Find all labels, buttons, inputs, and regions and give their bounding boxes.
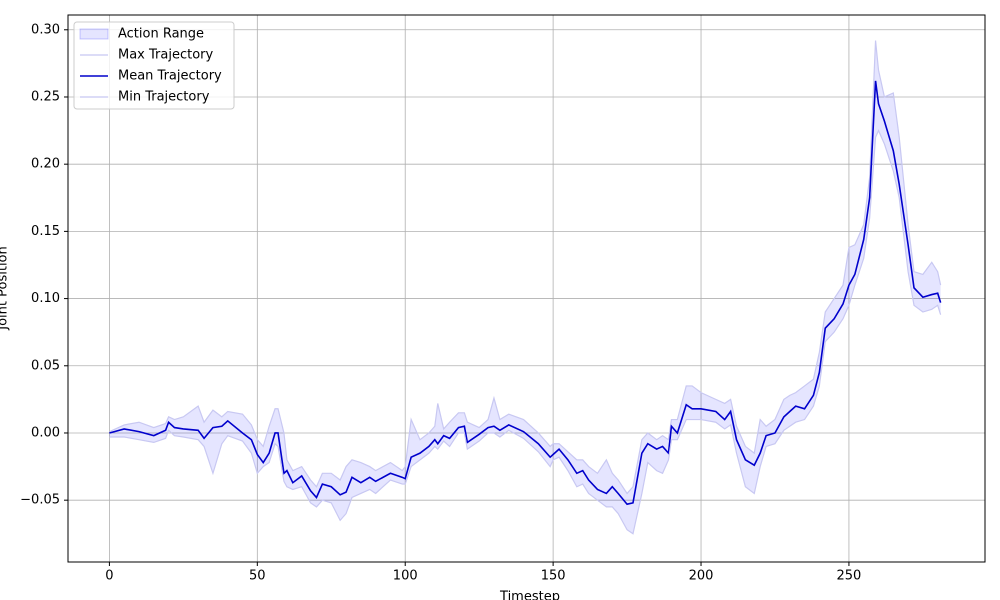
- y-tick-label: 0.05: [31, 358, 60, 373]
- y-tick-label: 0.20: [31, 157, 60, 172]
- y-tick-label: 0.10: [31, 291, 60, 306]
- trajectory-line: [109, 129, 942, 535]
- action-range: [109, 40, 941, 534]
- x-axis-label: Timestep: [499, 590, 560, 600]
- y-tick-label: 0.25: [31, 89, 60, 104]
- legend-label: Max Trajectory: [118, 48, 214, 63]
- plot-frame: [67, 14, 986, 563]
- y-tick-label: 0.15: [31, 224, 60, 239]
- legend-label: Action Range: [118, 27, 204, 42]
- legend-label: Min Trajectory: [118, 90, 210, 105]
- x-tick-label: 50: [249, 569, 266, 584]
- legend-label: Mean Trajectory: [118, 69, 222, 84]
- x-tick-label: 200: [689, 569, 714, 584]
- y-axis-label: Joint Position: [0, 246, 11, 330]
- x-tick-label: 100: [393, 569, 418, 584]
- y-tick-label: 0.00: [31, 425, 60, 440]
- trajectory-line: [109, 40, 942, 495]
- legend-swatch: [79, 28, 109, 40]
- x-tick-label: 250: [837, 569, 862, 584]
- y-tick-label: 0.30: [31, 22, 60, 37]
- y-tick-label: −0.05: [20, 493, 60, 508]
- x-tick-label: 150: [541, 569, 566, 584]
- x-tick-label: 0: [105, 569, 113, 584]
- legend-box: [73, 21, 235, 110]
- trajectory-line: [109, 80, 942, 506]
